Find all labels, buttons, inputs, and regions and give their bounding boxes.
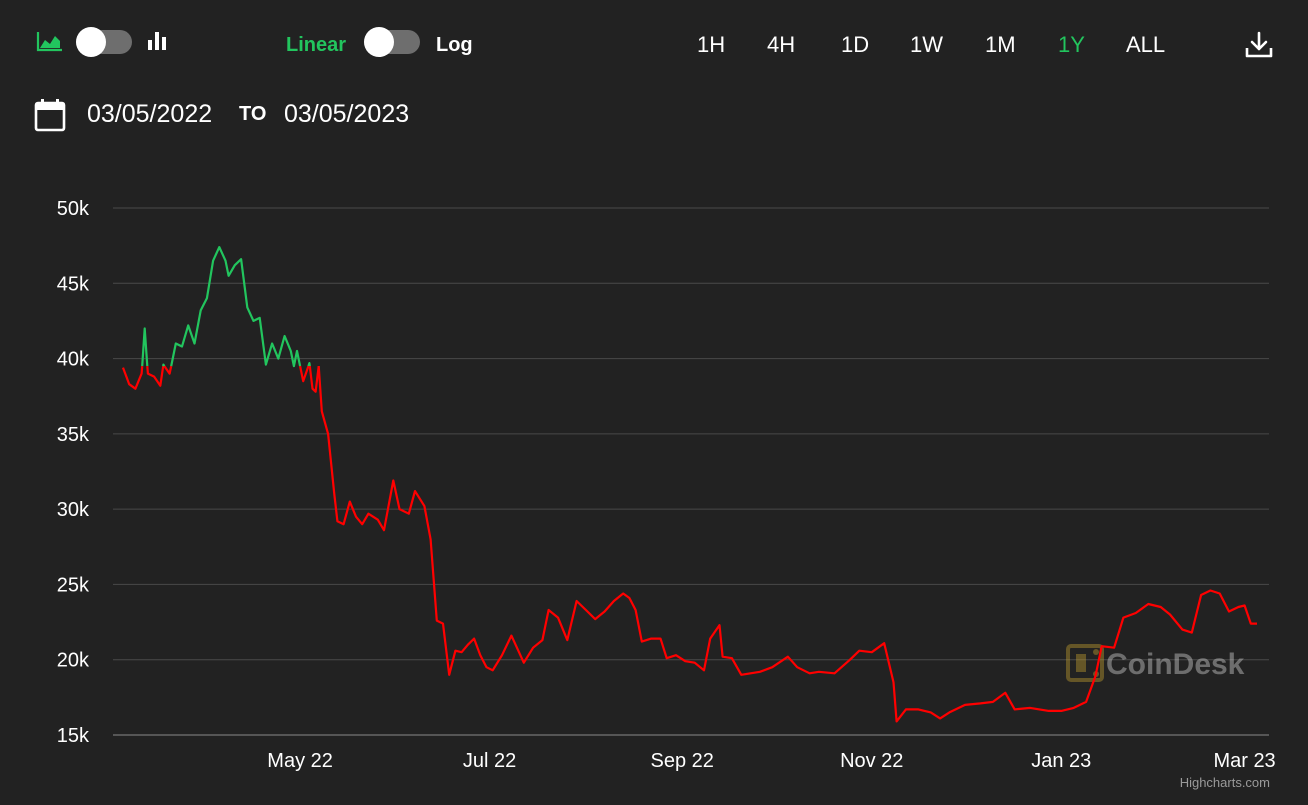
chart-toolbar: Linear Log 1H 4H 1D 1W 1M 1Y ALL <box>0 26 1308 66</box>
scale-linear-label[interactable]: Linear <box>286 34 347 56</box>
date-to-label: TO <box>239 103 267 125</box>
x-tick-label: Sep 22 <box>651 750 714 772</box>
x-tick-label: Mar 23 <box>1213 750 1275 772</box>
y-tick-label: 50k <box>57 198 90 220</box>
range-button-4h[interactable]: 4H <box>767 32 796 57</box>
x-axis-labels: May 22 Jul 22 Sep 22 Nov 22 Jan 23 Mar 23 <box>267 750 1275 772</box>
scale-toggle[interactable] <box>364 27 420 57</box>
y-tick-label: 25k <box>57 574 90 596</box>
coindesk-watermark-text: CoinDesk <box>1106 648 1245 681</box>
highcharts-credits[interactable]: Highcharts.com <box>1180 775 1270 790</box>
scale-log-label[interactable]: Log <box>436 34 473 56</box>
y-tick-label: 40k <box>57 349 90 371</box>
y-tick-label: 20k <box>57 650 90 672</box>
coindesk-logo-icon <box>1066 644 1104 682</box>
chart-type-toggle[interactable] <box>76 27 132 57</box>
coindesk-watermark: CoinDesk <box>1066 644 1245 682</box>
price-line-segment-up <box>307 362 311 367</box>
price-line-segment-down <box>308 365 320 393</box>
y-tick-label: 35k <box>57 424 90 446</box>
grid-lines <box>113 207 1269 736</box>
range-button-1h[interactable]: 1H <box>697 32 726 57</box>
price-line-segment-down <box>299 365 310 383</box>
price-line-segment-down <box>163 365 173 375</box>
price-line <box>121 246 1257 723</box>
y-axis-labels: 15k 20k 25k 30k 35k 40k 45k 50k <box>57 198 90 747</box>
bar-chart-icon[interactable] <box>146 30 168 52</box>
x-tick-label: May 22 <box>267 750 333 772</box>
scale-toggle-knob <box>364 27 394 57</box>
y-tick-label: 45k <box>57 273 90 295</box>
price-line-segment-up <box>141 327 149 367</box>
date-from-input[interactable]: 03/05/2022 <box>87 100 213 128</box>
range-button-1y[interactable]: 1Y <box>1058 32 1085 57</box>
chart-type-toggle-knob <box>76 27 106 57</box>
x-tick-label: Jul 22 <box>463 750 516 772</box>
price-line-segment-down <box>121 366 144 390</box>
range-button-all[interactable]: ALL <box>1126 32 1166 57</box>
range-button-1d[interactable]: 1D <box>841 32 870 57</box>
price-line-segment-up <box>162 363 166 367</box>
calendar-icon[interactable] <box>34 98 66 132</box>
y-tick-label: 15k <box>57 725 90 747</box>
x-tick-label: Jan 23 <box>1031 750 1091 772</box>
range-button-1w[interactable]: 1W <box>910 32 943 57</box>
download-icon[interactable] <box>1244 30 1274 60</box>
price-line-segment-up <box>170 246 302 368</box>
y-tick-label: 30k <box>57 499 90 521</box>
price-line-segment-down <box>317 366 1257 723</box>
x-tick-label: Nov 22 <box>840 750 903 772</box>
range-button-1m[interactable]: 1M <box>985 32 1016 57</box>
price-line-segment-down <box>146 365 165 387</box>
date-to-input[interactable]: 03/05/2023 <box>284 100 410 128</box>
area-chart-icon[interactable] <box>36 30 64 52</box>
